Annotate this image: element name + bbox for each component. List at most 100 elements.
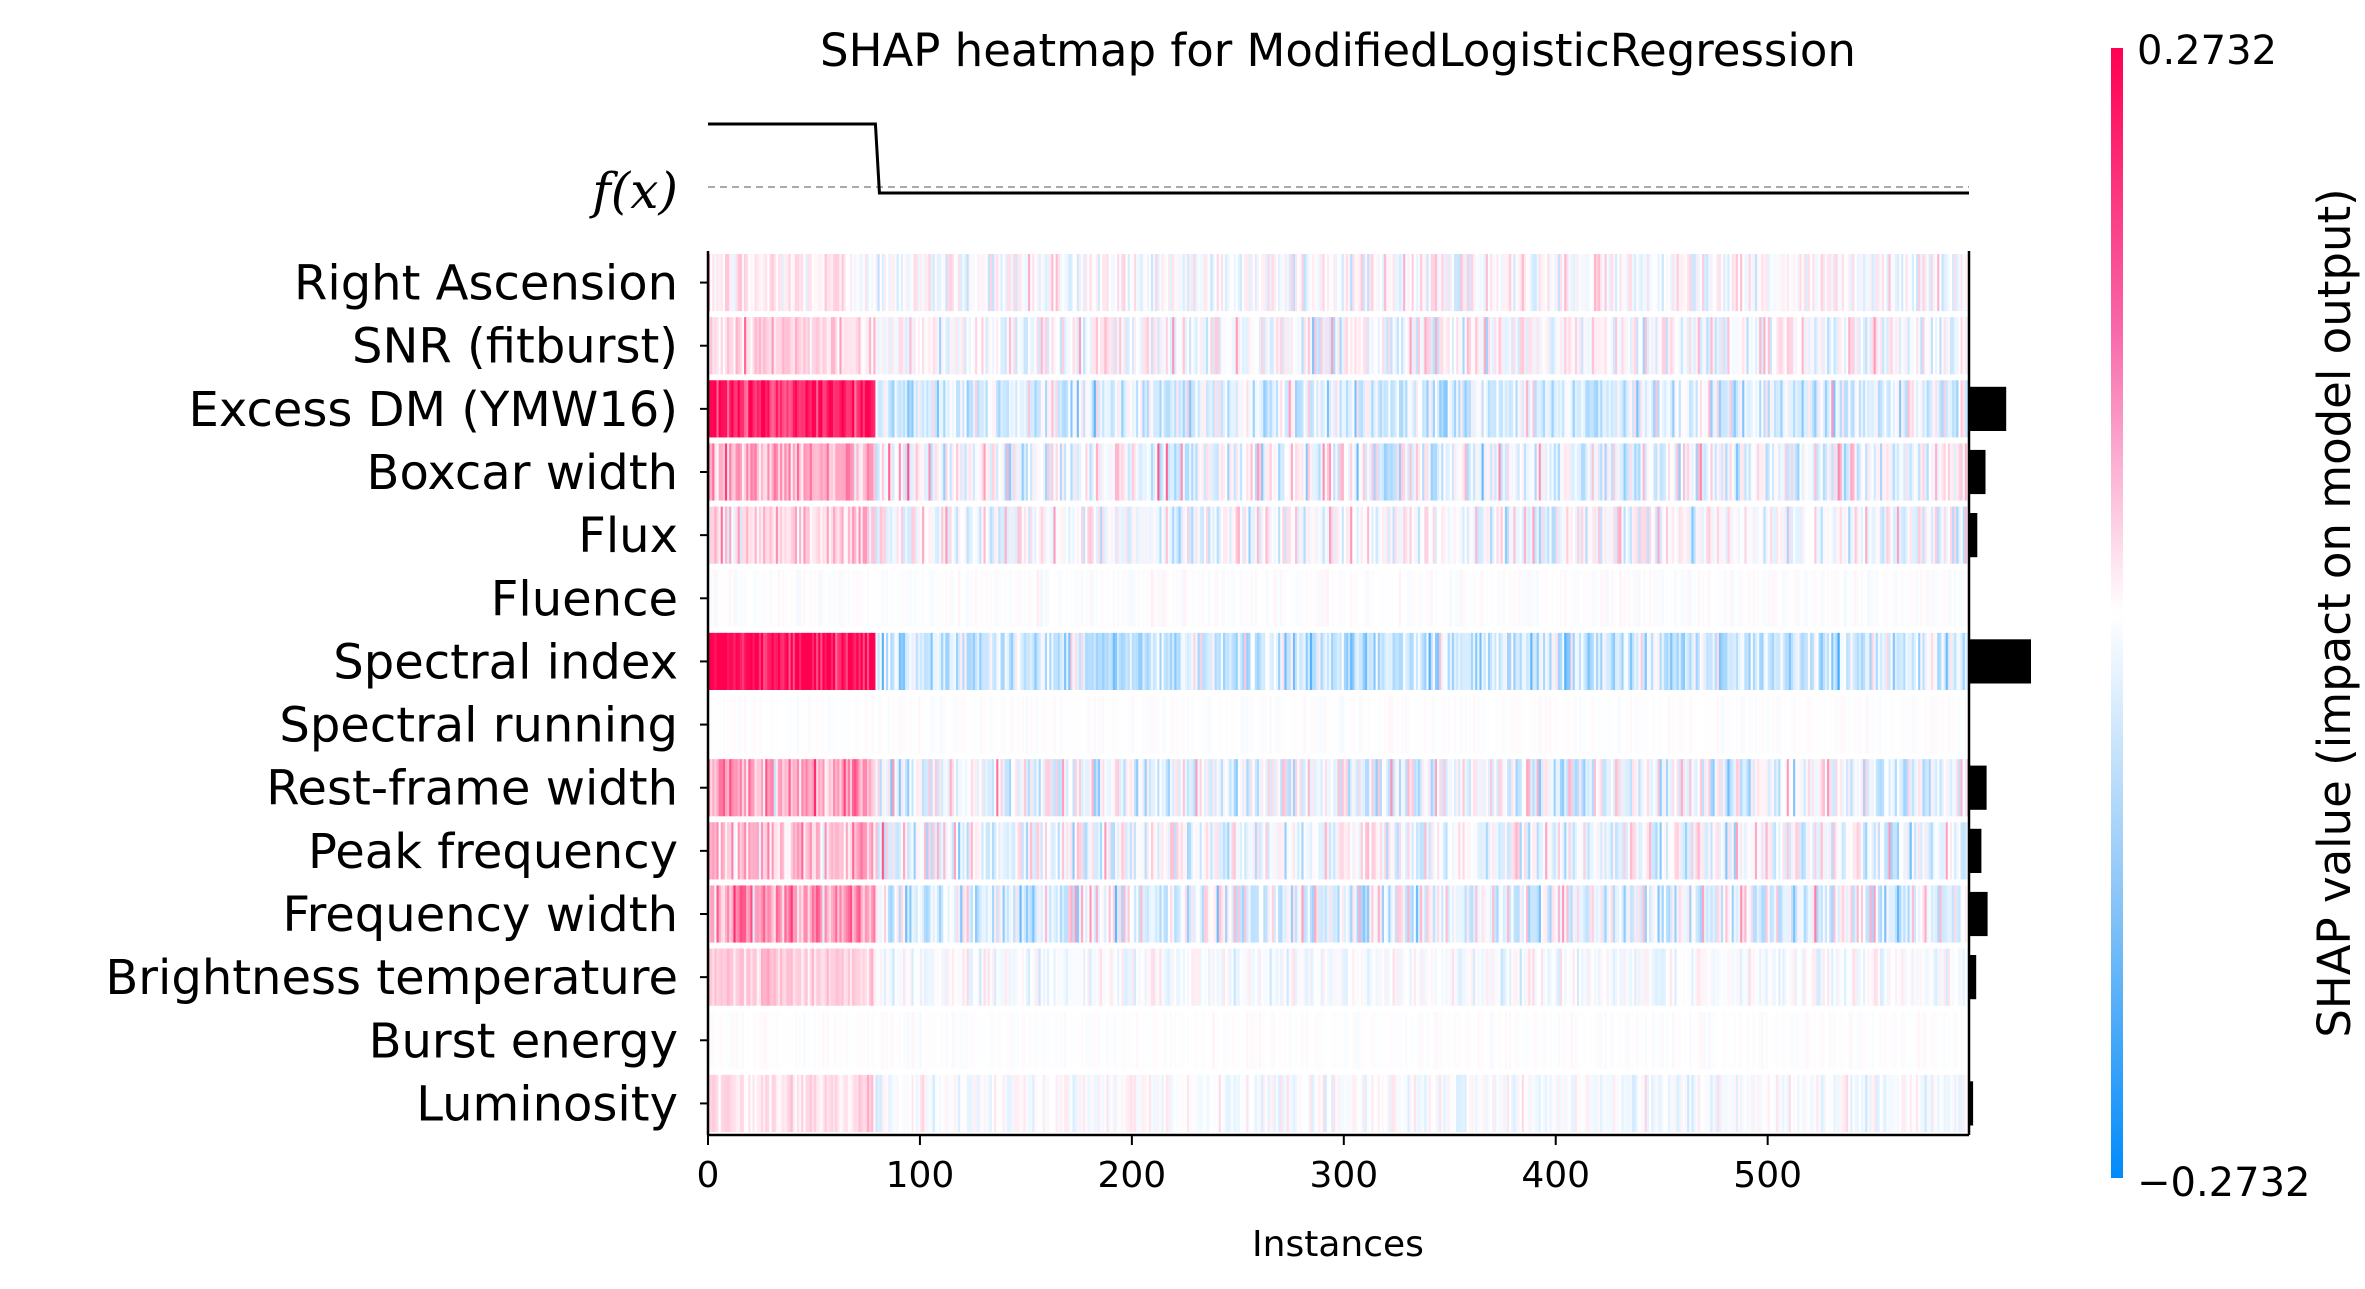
heatmap-cell <box>1254 569 1258 627</box>
heatmap-cell <box>1829 443 1832 501</box>
heatmap-cell <box>786 569 790 627</box>
heatmap-cell <box>1146 380 1150 438</box>
heatmap-cell <box>754 632 758 690</box>
heatmap-cell <box>712 254 715 312</box>
heatmap-cell <box>1454 569 1457 627</box>
heatmap-cell <box>1227 317 1230 375</box>
heatmap-cell <box>900 759 904 817</box>
heatmap-cell <box>1752 317 1756 375</box>
heatmap-cell <box>1375 443 1379 501</box>
heatmap-cell <box>1068 696 1072 754</box>
heatmap-cell <box>1053 569 1057 627</box>
heatmap-cell <box>1873 632 1877 690</box>
heatmap-cell <box>769 443 773 501</box>
heatmap-cell <box>1958 443 1962 501</box>
heatmap-cell <box>1182 506 1186 564</box>
heatmap-cell <box>1943 569 1947 627</box>
heatmap-cell <box>1729 506 1733 564</box>
heatmap-cell <box>1110 632 1114 690</box>
heatmap-cell <box>1706 443 1709 501</box>
heatmap-cell <box>1172 380 1175 438</box>
heatmap-cell <box>1674 380 1678 438</box>
heatmap-cell <box>767 317 771 375</box>
heatmap-cell <box>1494 696 1497 754</box>
heatmap-cell <box>1608 443 1612 501</box>
heatmap-cell <box>1314 380 1317 438</box>
heatmap-cell <box>1693 569 1697 627</box>
heatmap-cell <box>750 696 754 754</box>
heatmap-cell <box>1193 759 1197 817</box>
heatmap-cell <box>1725 569 1728 627</box>
heatmap-cell <box>1807 443 1811 501</box>
heatmap-cell <box>1023 632 1027 690</box>
heatmap-cell <box>1918 569 1921 627</box>
heatmap-cell <box>1593 632 1597 690</box>
heatmap-cell <box>1714 443 1718 501</box>
heatmap-cell <box>1250 254 1254 312</box>
heatmap-cell <box>1564 696 1567 754</box>
heatmap-cell <box>1625 254 1629 312</box>
heatmap-cell <box>1888 506 1892 564</box>
heatmap-cell <box>1216 443 1220 501</box>
heatmap-cell <box>811 380 815 438</box>
heatmap-cell <box>1305 696 1309 754</box>
heatmap-cell <box>1712 443 1716 501</box>
heatmap-cell <box>1602 443 1606 501</box>
heatmap-cell <box>1261 696 1264 754</box>
heatmap-cell <box>1053 759 1057 817</box>
heatmap-cell <box>1437 696 1440 754</box>
heatmap-cell <box>1551 696 1555 754</box>
heatmap-cell <box>1013 443 1016 501</box>
heatmap-cell <box>1017 569 1021 627</box>
heatmap-cell <box>1627 317 1631 375</box>
heatmap-cell <box>1434 380 1438 438</box>
heatmap-cell <box>900 443 904 501</box>
heatmap-cell <box>1312 506 1315 564</box>
heatmap-cell <box>729 443 732 501</box>
heatmap-cell <box>1345 696 1349 754</box>
heatmap-cell <box>1091 254 1095 312</box>
heatmap-cell <box>1309 506 1313 564</box>
heatmap-cell <box>1867 380 1870 438</box>
heatmap-cell <box>1691 569 1695 627</box>
heatmap-cell <box>1504 380 1508 438</box>
heatmap-cell <box>1021 506 1025 564</box>
heatmap-cell <box>849 696 853 754</box>
heatmap-cell <box>1612 443 1616 501</box>
heatmap-cell <box>794 632 798 690</box>
heatmap-cell <box>1774 632 1777 690</box>
heatmap-cell <box>752 317 756 375</box>
heatmap-cell <box>1195 506 1199 564</box>
heatmap-cell <box>1846 632 1849 690</box>
heatmap-cell <box>1203 443 1207 501</box>
heatmap-cell <box>1059 506 1063 564</box>
heatmap-cell <box>1799 317 1803 375</box>
heatmap-cell <box>1695 569 1699 627</box>
heatmap-cell <box>1000 506 1004 564</box>
heatmap-cell <box>1740 632 1743 690</box>
heatmap-cell <box>1924 254 1928 312</box>
heatmap-cell <box>1602 254 1606 312</box>
heatmap-cell <box>1947 443 1951 501</box>
heatmap-cell <box>877 696 881 754</box>
heatmap-cell <box>1002 632 1006 690</box>
heatmap-cell <box>1504 317 1508 375</box>
heatmap-cell <box>888 443 891 501</box>
heatmap-cell <box>936 759 940 817</box>
heatmap-cell <box>1896 317 1900 375</box>
heatmap-cell <box>794 254 798 312</box>
heatmap-cell <box>1788 443 1792 501</box>
heatmap-cell <box>1191 443 1194 501</box>
heatmap-cell <box>1693 380 1697 438</box>
heatmap-cell <box>1801 506 1805 564</box>
heatmap-cell <box>1390 632 1394 690</box>
heatmap-cell <box>1682 317 1686 375</box>
heatmap-cell <box>1191 317 1194 375</box>
heatmap-cell <box>724 254 728 312</box>
heatmap-cell <box>924 317 927 375</box>
heatmap-cell <box>720 632 724 690</box>
heatmap-cell <box>1848 632 1851 690</box>
heatmap-cell <box>1341 569 1345 627</box>
heatmap-cell <box>902 569 906 627</box>
heatmap-cell <box>905 632 908 690</box>
